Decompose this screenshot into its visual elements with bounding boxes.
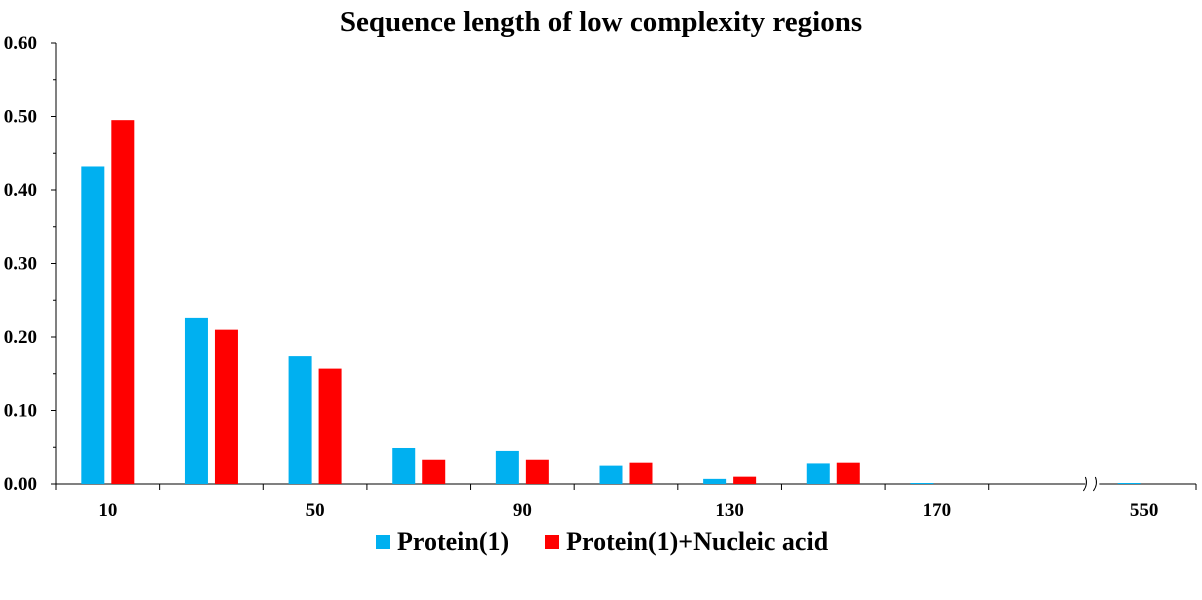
chart-title: Sequence length of low complexity region… (339, 6, 863, 38)
bar-protein (1117, 483, 1141, 484)
y-tick-label: 0.30 (4, 254, 37, 275)
x-tick-label: 130 (715, 500, 744, 520)
bar-protein (495, 450, 519, 484)
x-axis: 10 50 90 130 170 550 (55, 476, 1197, 520)
bar-protein (910, 483, 934, 484)
bar-protein-nucleic (733, 476, 757, 484)
bar-protein-nucleic (629, 462, 653, 484)
bar-chart: 0.00 0.10 0.20 0.30 0.40 0.50 0.60 10 50 90 130 17… (4, 33, 1197, 520)
x-tick-label: 550 (1130, 500, 1159, 520)
x-tick-label: 50 (306, 500, 325, 520)
bar-protein (392, 447, 416, 484)
bars (81, 120, 1141, 485)
y-tick-label: 0.40 (4, 180, 37, 201)
y-tick-label: 0.00 (4, 474, 37, 495)
bar-protein-nucleic (525, 459, 549, 484)
y-tick-label: 0.20 (4, 327, 37, 348)
legend-label-protein: Protein(1) (397, 527, 510, 556)
x-tick-label: 170 (923, 500, 952, 520)
bar-protein (806, 463, 830, 484)
bar-protein-nucleic (422, 459, 446, 484)
y-tick-label: 0.10 (4, 401, 37, 422)
bar-protein (81, 166, 105, 485)
y-tick-label: 0.50 (4, 107, 37, 128)
bar-protein-nucleic (318, 368, 342, 484)
bar-protein (703, 478, 727, 484)
bar-protein-nucleic (836, 462, 860, 484)
legend-swatch-protein-nucleic (545, 535, 560, 549)
bar-protein (599, 465, 623, 484)
x-tick-label: 10 (98, 500, 117, 520)
bar-protein-nucleic (111, 120, 135, 485)
legend-item-protein: Protein(1) (376, 527, 509, 557)
bar-protein (288, 356, 312, 484)
y-tick-label: 0.60 (4, 33, 37, 54)
axis-break-mark (1092, 476, 1097, 492)
legend-label-protein-nucleic: Protein(1)+Nucleic acid (566, 527, 829, 556)
bar-protein-nucleic (214, 329, 238, 484)
bar-protein (184, 317, 208, 484)
x-tick-label: 90 (513, 500, 532, 520)
legend-swatch-protein (376, 535, 390, 549)
legend: Protein(1) Protein(1)+Nucleic acid (376, 527, 864, 557)
axis-break-mark (1082, 476, 1087, 492)
y-axis: 0.00 0.10 0.20 0.30 0.40 0.50 0.60 (4, 33, 57, 495)
legend-item-protein-nucleic: Protein(1)+Nucleic acid (545, 527, 828, 557)
